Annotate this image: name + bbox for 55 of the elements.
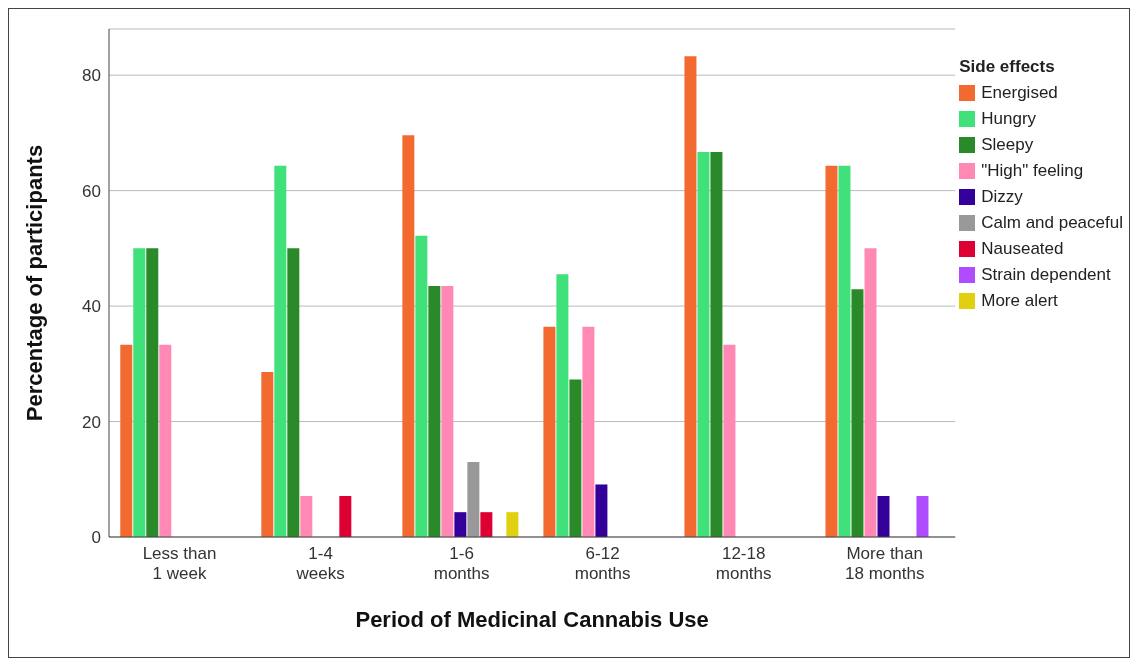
y-tick-label: 20 [82, 412, 101, 432]
legend-label: Energised [981, 82, 1058, 104]
x-tick-label: 12-18 months [715, 544, 772, 583]
bar [454, 512, 467, 537]
bar [300, 496, 313, 537]
bar [877, 496, 890, 537]
legend-label: Hungry [981, 108, 1037, 130]
bar [339, 496, 352, 537]
bar [133, 248, 146, 537]
legend-label: "High" feeling [981, 160, 1084, 182]
bar [595, 484, 608, 537]
bar [480, 512, 493, 537]
bar [287, 248, 300, 537]
bar [569, 379, 582, 537]
bar [261, 371, 274, 537]
bar [467, 461, 480, 537]
bar [851, 289, 864, 537]
x-tick-label: 1-4 weeks [295, 544, 345, 583]
bar [441, 285, 454, 537]
legend-title: Side effects [959, 56, 1056, 78]
legend-label: Calm and peaceful [981, 212, 1123, 234]
bar [120, 344, 133, 537]
bar [543, 326, 556, 537]
bar [506, 512, 519, 537]
bar [710, 151, 723, 537]
legend-label: More alert [981, 290, 1058, 312]
bar [697, 151, 710, 537]
bar [825, 165, 838, 537]
bar [428, 285, 441, 537]
bar [146, 248, 159, 537]
x-tick-label: More than 18 months [845, 544, 925, 583]
bar [556, 274, 569, 537]
y-tick-label: 0 [91, 528, 101, 548]
bar [838, 165, 851, 537]
bar [274, 165, 287, 537]
bar [582, 326, 595, 537]
y-tick-label: 40 [82, 297, 101, 317]
legend-label: Dizzy [981, 186, 1023, 208]
bar [159, 344, 172, 537]
x-tick-label: 1-6 months [433, 544, 490, 583]
bar [723, 344, 736, 537]
y-tick-label: 60 [82, 181, 101, 201]
bar [684, 56, 697, 537]
bar [916, 496, 929, 537]
x-axis-title: Period of Medicinal Cannabis Use [355, 607, 709, 632]
x-tick-label: Less than 1 week [142, 544, 217, 583]
bar [402, 135, 415, 537]
legend-label: Strain dependent [981, 264, 1111, 286]
legend-label: Nauseated [981, 238, 1064, 260]
y-axis-title: Percentage of participants [21, 144, 47, 422]
x-tick-label: 6-12 months [574, 544, 631, 583]
bar [864, 248, 877, 537]
y-tick-label: 80 [82, 66, 101, 86]
bar [415, 235, 428, 537]
legend-label: Sleepy [981, 134, 1034, 156]
